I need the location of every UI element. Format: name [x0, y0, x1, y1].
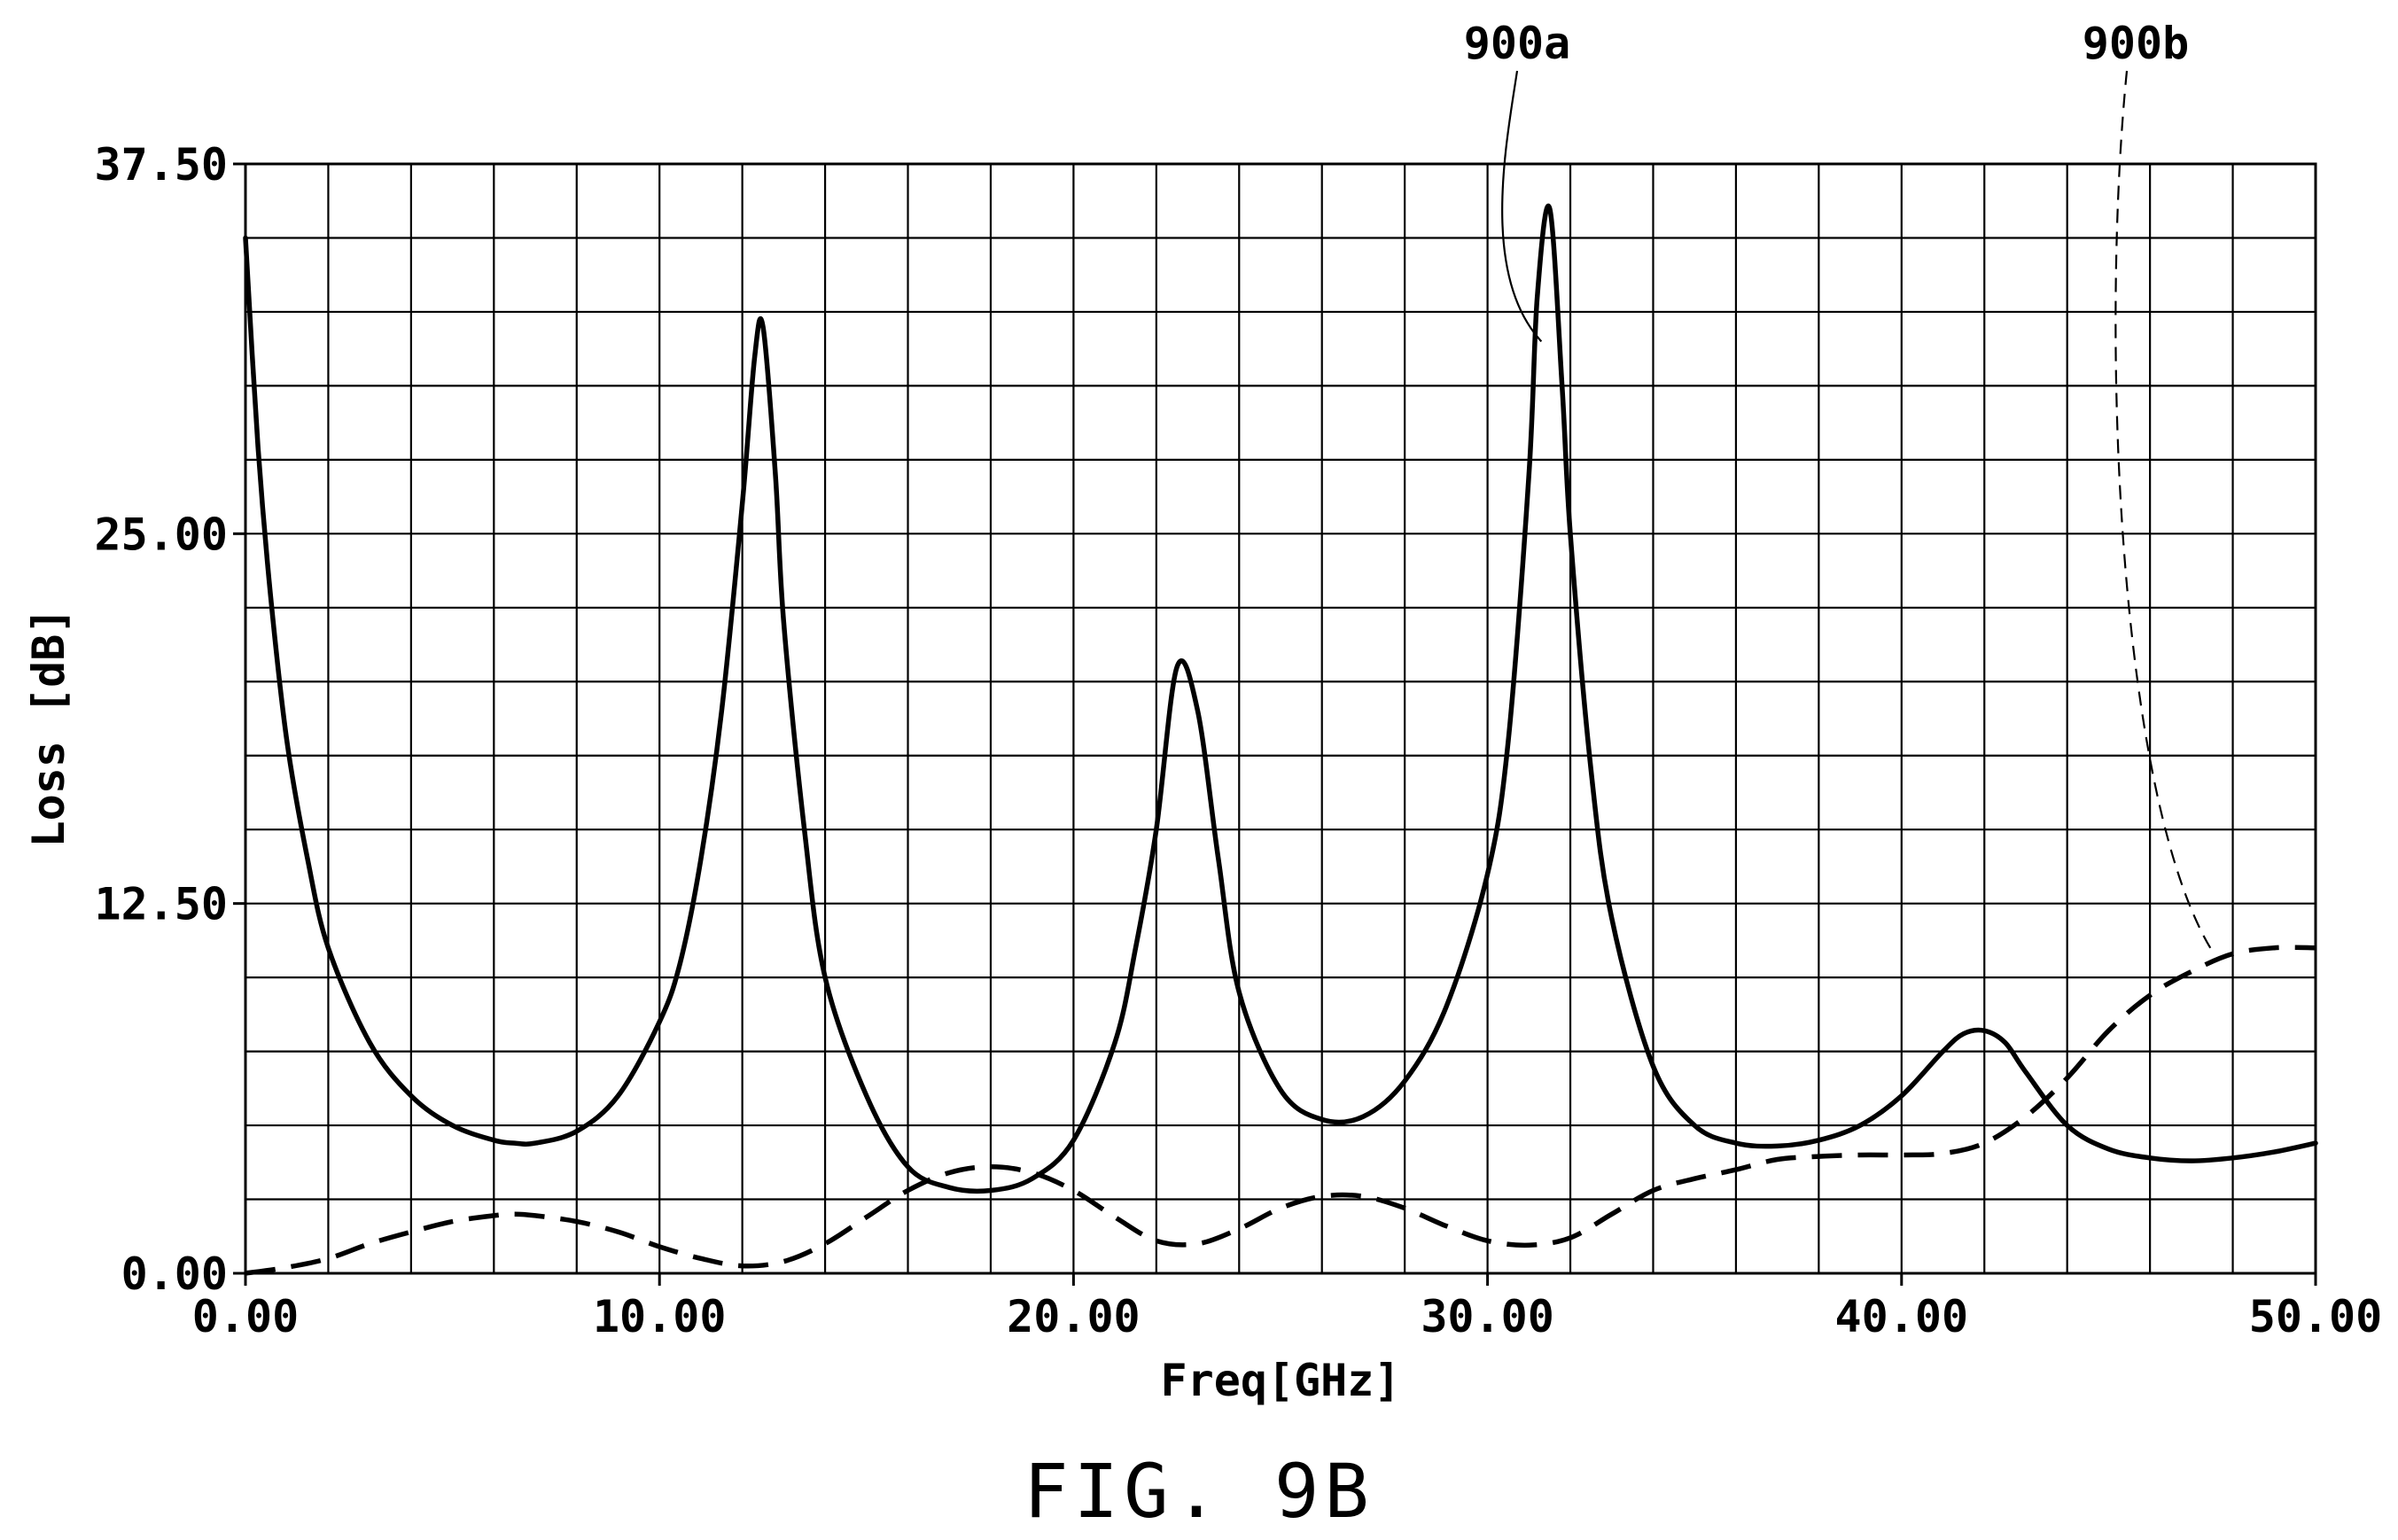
series-line-900a — [243, 203, 2318, 1194]
callout-label-900b: 900b — [2083, 18, 2189, 69]
x-axis-label: Freq[GHz] — [1161, 1355, 1401, 1406]
grid — [245, 164, 2316, 1273]
series-layer — [243, 203, 2318, 1276]
x-tick-label: 10.00 — [593, 1291, 727, 1342]
x-tick-label: 40.00 — [1835, 1291, 1969, 1342]
y-tick-label: 25.00 — [94, 509, 228, 560]
callout-leader-900b — [2114, 70, 2214, 952]
plot-frame — [244, 162, 2317, 1275]
x-tick-label: 50.00 — [2249, 1291, 2383, 1342]
figure-caption: FIG. 9B — [1024, 1448, 1374, 1535]
y-axis-label: Loss [dB] — [23, 608, 74, 848]
y-tick-label: 0.00 — [121, 1248, 228, 1300]
y-tick-label: 37.50 — [94, 139, 228, 191]
axis-ticks: 0.00 10.00 20.00 30.00 40.00 50.00 0.00 12.50 25… — [94, 139, 2382, 1342]
x-tick-label: 0.00 — [192, 1291, 299, 1342]
callout-leader-900a — [1501, 70, 1543, 343]
x-tick-label: 30.00 — [1421, 1291, 1554, 1342]
y-tick-label: 12.50 — [94, 879, 228, 930]
x-tick-label: 20.00 — [1007, 1291, 1141, 1342]
series-line-900b — [245, 945, 2316, 1276]
annotations: 900a 900b — [1464, 18, 2214, 952]
callout-label-900a: 900a — [1464, 18, 1570, 69]
